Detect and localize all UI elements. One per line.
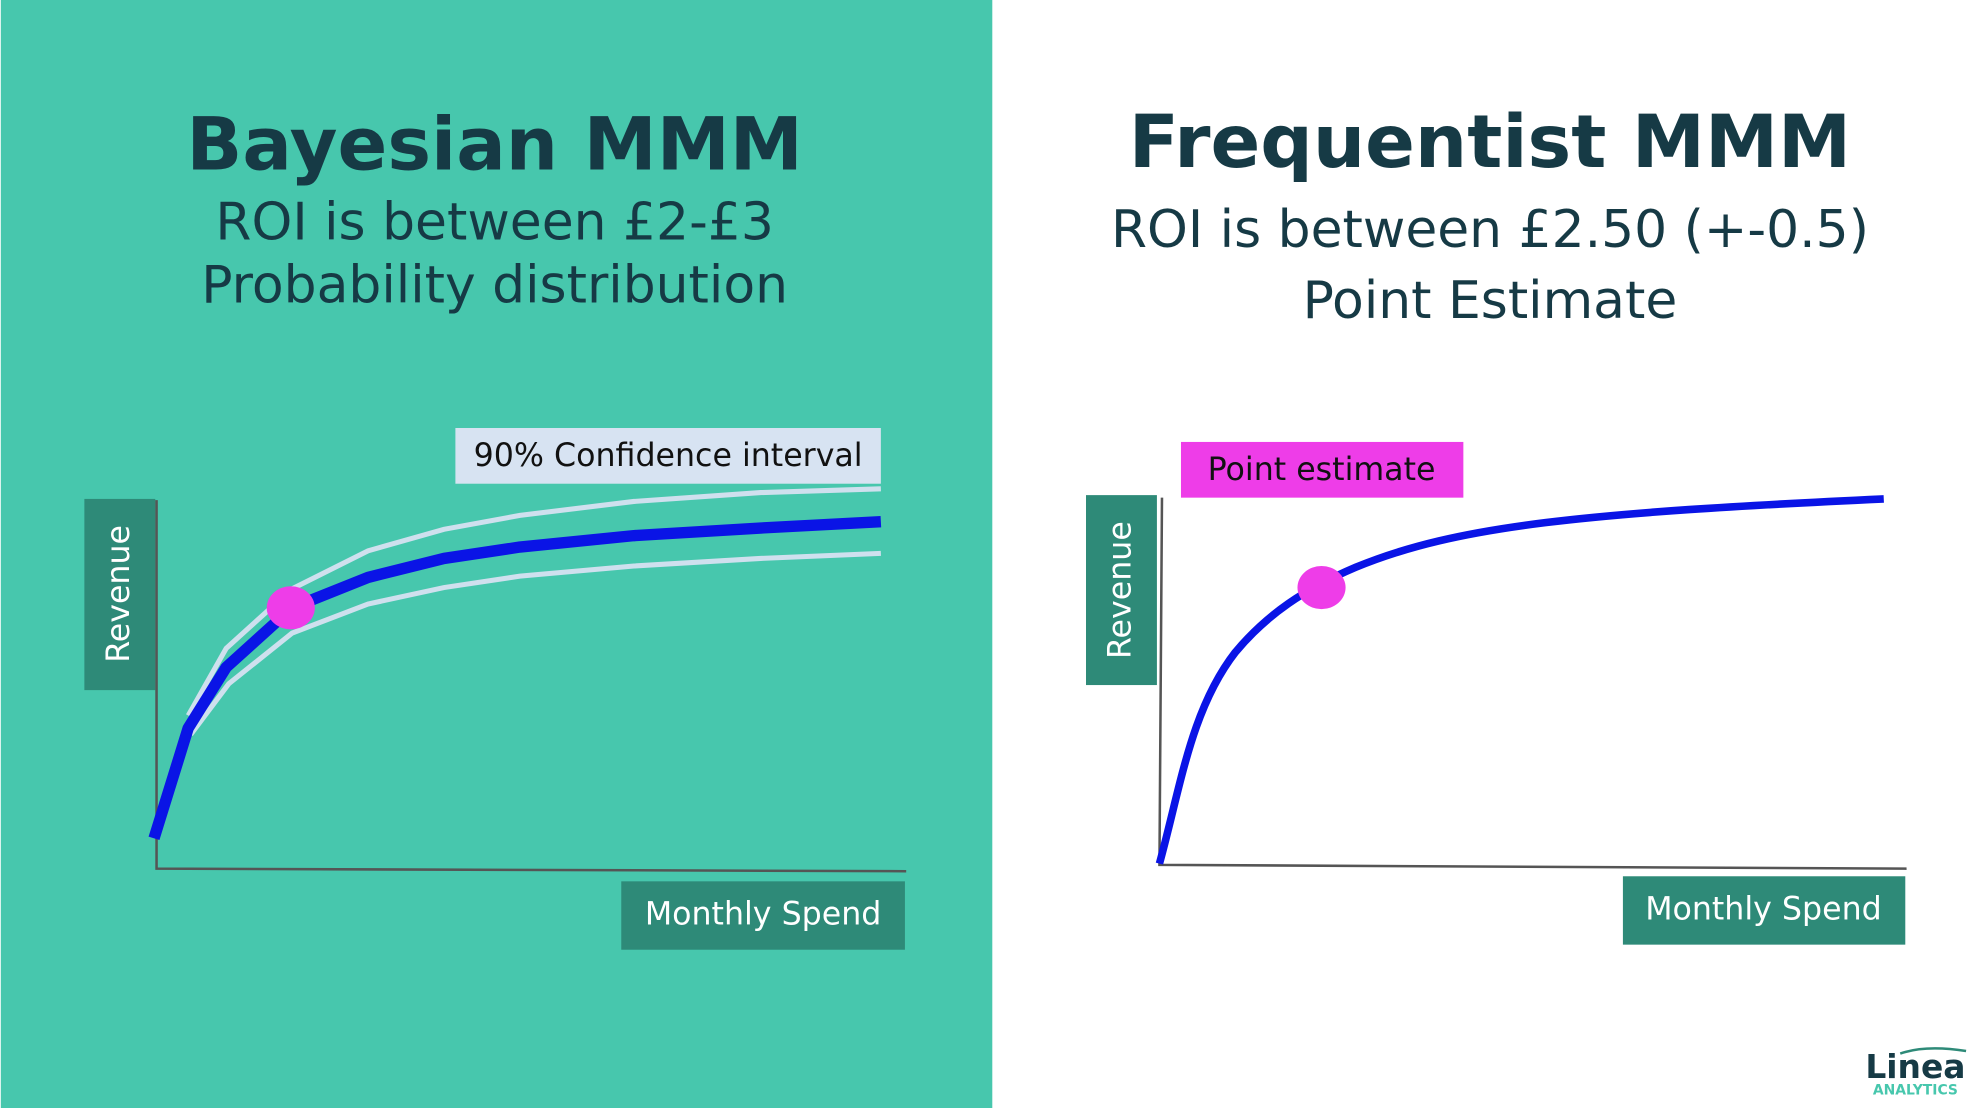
x-label-box	[621, 881, 905, 950]
left-subtitle: ROI is between £2-£3	[215, 192, 773, 252]
right-subtitle: Point Estimate	[1303, 271, 1678, 331]
left-subtitle: Probability distribution	[201, 256, 788, 316]
logo-tagline: ANALYTICS	[1873, 1082, 1958, 1098]
axes	[1158, 497, 1907, 870]
y-label-box	[84, 498, 156, 691]
axes	[155, 500, 907, 873]
logo-swoosh	[1899, 1047, 1967, 1055]
right-title: Frequentist MMM	[1129, 100, 1851, 185]
point	[1297, 566, 1346, 610]
annotation: Point estimate	[1208, 452, 1436, 488]
upper-bound	[186, 486, 881, 717]
x-label: Monthly Spend	[645, 897, 882, 933]
annotation-box	[455, 428, 881, 484]
y-label-box	[1086, 495, 1157, 686]
x-label: Monthly Spend	[1645, 891, 1882, 927]
lower-bound	[188, 550, 881, 736]
logo-name: Linea	[1865, 1047, 1965, 1086]
annotation-box	[1180, 441, 1464, 498]
right-subtitle: ROI is between £2.50 (+-0.5)	[1111, 200, 1869, 260]
left-title: Bayesian MMM	[186, 102, 802, 187]
x-label-box	[1622, 876, 1906, 945]
annotation: 90% Confidence interval	[474, 438, 863, 474]
y-label: Revenue	[101, 525, 137, 663]
y-label: Revenue	[1102, 521, 1138, 659]
point	[266, 586, 315, 630]
curve	[148, 516, 882, 840]
